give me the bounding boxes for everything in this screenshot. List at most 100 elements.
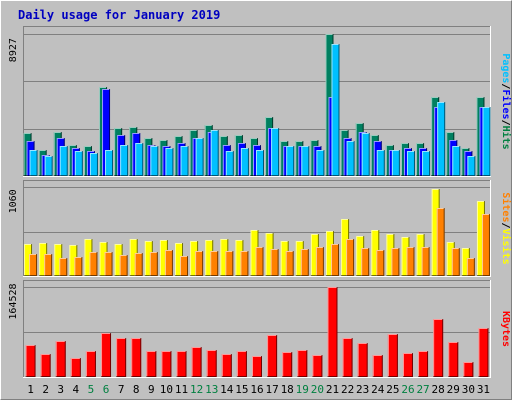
bar-kbytes-day-27 [418, 351, 429, 377]
bar-highlight [361, 248, 369, 276]
bar-fill [235, 240, 244, 276]
bar-highlight [361, 133, 370, 176]
bar-highlight [315, 247, 324, 276]
bar-highlight [210, 251, 218, 276]
bar-fill [89, 252, 98, 276]
bar-shadow [165, 148, 174, 176]
bar-shadow [452, 146, 461, 176]
bar-highlight [222, 145, 231, 176]
bar-fill [401, 237, 410, 276]
bar-fill [330, 244, 339, 276]
bar-fill [221, 354, 232, 377]
bar-highlight [147, 145, 155, 176]
bar-kbytes-day-11 [176, 351, 187, 377]
bar-shadow [131, 338, 142, 377]
bar-shadow [89, 252, 98, 276]
bar-fill [131, 338, 142, 377]
x-tick-label: 12 [190, 383, 203, 396]
bar-shadow [70, 358, 81, 377]
bar-fill [285, 251, 294, 276]
bar-fill [84, 239, 93, 276]
bar-highlight [280, 241, 289, 276]
bar-highlight [189, 130, 198, 176]
bar-pages-day-23 [361, 133, 370, 176]
bar-fill [149, 252, 158, 276]
bar-fill [105, 150, 114, 176]
bar-highlight [467, 156, 475, 176]
bar-fill [265, 233, 274, 276]
bar-shadow [150, 146, 159, 176]
bar-highlight [29, 254, 37, 276]
bar-highlight [355, 123, 364, 176]
bar-shadow [297, 350, 308, 377]
bar-highlight [342, 338, 353, 377]
bar-pages-day-10 [165, 148, 174, 176]
bar-highlight [114, 128, 122, 176]
bar-highlight [70, 358, 81, 377]
bar-kbytes-day-24 [372, 355, 383, 377]
bar-highlight [325, 34, 333, 176]
bar-sites-day-6 [104, 252, 113, 276]
bar-highlight [56, 138, 65, 176]
bar-fill [39, 243, 48, 276]
bar-highlight [265, 233, 274, 276]
bar-shadow [418, 351, 429, 377]
bar-fill [386, 234, 395, 276]
bar-kbytes-day-21 [327, 287, 338, 377]
bar-highlight [225, 151, 234, 176]
bar-fill [295, 241, 304, 276]
bar-fill [195, 138, 204, 176]
panel-max-label: 1060 [8, 189, 19, 213]
bar-kbytes-day-29 [448, 342, 459, 377]
bar-pages-day-25 [391, 150, 400, 176]
bar-pages-day-8 [135, 143, 144, 176]
bar-fill [421, 247, 430, 276]
bar-highlight [418, 351, 428, 377]
bar-shadow [210, 251, 219, 276]
bar-fill [150, 146, 159, 176]
bar-fill [481, 214, 490, 276]
bar-fill [357, 343, 368, 377]
bar-fill [119, 255, 128, 276]
bar-highlight [400, 143, 409, 176]
bar-fill [236, 351, 247, 377]
bar-fill [101, 333, 112, 377]
bar-shadow [164, 250, 173, 276]
bar-fill [342, 338, 353, 377]
panel-bottom: 164528 KBytes [8, 280, 511, 378]
x-tick-label: 29 [447, 383, 460, 396]
bar-highlight [55, 341, 66, 377]
bar-shadow [433, 319, 444, 377]
bar-shadow [376, 250, 385, 276]
x-tick-label: 18 [281, 383, 294, 396]
x-tick-label: 8 [133, 383, 140, 396]
bar-fill [270, 249, 279, 276]
bar-shadow [422, 151, 431, 176]
bar-fill [44, 156, 53, 176]
bar-fill [206, 350, 217, 377]
bar-sites-day-24 [376, 250, 385, 276]
bar-fill [135, 143, 144, 176]
bar-shadow [176, 351, 187, 377]
bar-fill [356, 236, 365, 276]
bar-kbytes-day-1 [25, 345, 36, 377]
bar-fill [467, 156, 476, 176]
bar-kbytes-day-28 [433, 319, 444, 377]
x-tick-label: 6 [103, 383, 110, 396]
bar-highlight [144, 138, 152, 176]
bar-highlight [40, 354, 51, 377]
bar-highlight [313, 146, 321, 176]
bar-highlight [312, 355, 322, 377]
bar-fill [129, 239, 138, 276]
bar-highlight [406, 247, 414, 276]
bar-shadow [85, 351, 96, 377]
bar-shadow [421, 247, 430, 276]
bar-highlight [461, 148, 469, 176]
bar-highlight [132, 133, 140, 176]
bar-shadow [161, 351, 172, 377]
bar-shadow [286, 146, 295, 176]
bar-sites-day-15 [240, 251, 249, 276]
bar-pages-day-18 [286, 146, 295, 176]
bar-highlight [161, 351, 171, 377]
bar-highlight [69, 245, 77, 276]
